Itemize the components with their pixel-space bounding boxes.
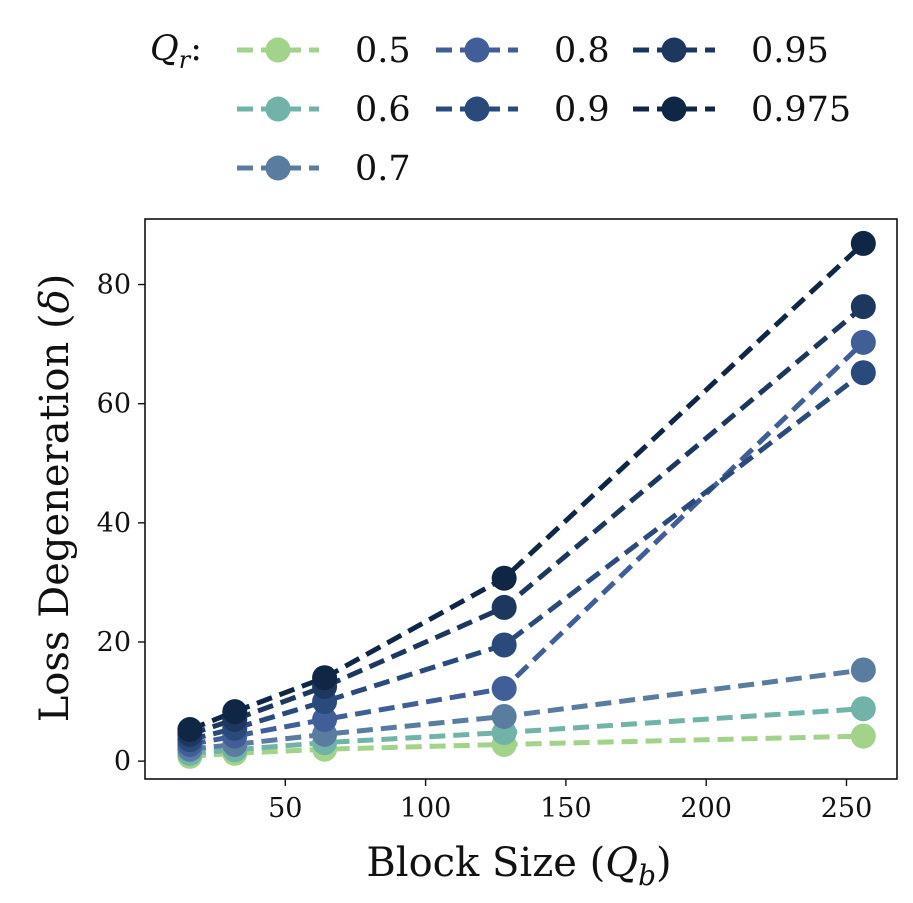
series-line-0.975 xyxy=(188,241,866,732)
legend-marker xyxy=(265,96,291,122)
legend-entry-0.9: 0.9 xyxy=(436,90,610,130)
data-point-0.7-256 xyxy=(850,657,876,683)
y-tick-label: 40 xyxy=(97,508,131,539)
legend-label: 0.6 xyxy=(355,90,411,130)
legend-marker xyxy=(265,155,291,181)
legend-marker xyxy=(661,96,687,122)
y-tick-label: 60 xyxy=(97,389,131,420)
legend-label: 0.95 xyxy=(751,31,829,71)
y-axis-title: Loss Degeneration (δ) xyxy=(32,274,78,723)
data-point-0.95-256 xyxy=(850,294,876,320)
series-line-0.9 xyxy=(189,370,865,743)
legend-entry-0.6: 0.6 xyxy=(237,90,411,130)
legend-label: 0.8 xyxy=(554,31,610,71)
legend-marker xyxy=(265,37,291,63)
legend-entry-0.7: 0.7 xyxy=(237,149,411,189)
axis-ticks: 50 100 150 200 250 0 20 40 60 80 xyxy=(97,270,873,824)
data-point-0.975-64 xyxy=(312,665,338,691)
legend: Qr: 0.5 0.6 0.7 0.8 0.9 0.95 0.975 xyxy=(150,29,851,189)
y-tick-label: 20 xyxy=(97,627,131,658)
series-line-0.95 xyxy=(189,304,865,737)
data-point-0.8-256 xyxy=(850,329,876,355)
data-point-0.9-256 xyxy=(850,360,876,386)
legend-label: 0.5 xyxy=(355,31,411,71)
x-tick-label: 50 xyxy=(268,793,302,824)
legend-title: Qr: xyxy=(150,29,202,74)
x-tick-label: 250 xyxy=(821,793,873,824)
legend-marker xyxy=(464,37,490,63)
legend-entry-0.5: 0.5 xyxy=(237,31,411,71)
data-point-0.975-256 xyxy=(850,230,876,256)
data-point-0.8-64 xyxy=(312,706,338,732)
series-lines xyxy=(188,241,866,759)
x-tick-label: 200 xyxy=(680,793,732,824)
legend-label: 0.9 xyxy=(554,90,610,130)
data-point-0.8-128 xyxy=(491,675,517,701)
data-point-0.975-32 xyxy=(222,699,248,725)
legend-label: 0.7 xyxy=(355,149,411,189)
data-point-0.9-128 xyxy=(491,632,517,658)
legend-label: 0.975 xyxy=(751,90,851,130)
data-point-0.5-256 xyxy=(850,723,876,749)
legend-entry-0.8: 0.8 xyxy=(436,31,610,71)
legend-marker xyxy=(464,96,490,122)
legend-entry-0.975: 0.975 xyxy=(633,90,851,130)
series-line-0.8 xyxy=(189,340,866,747)
data-point-0.975-16 xyxy=(177,717,203,743)
data-point-0.975-128 xyxy=(491,565,517,591)
legend-marker xyxy=(661,37,687,63)
x-tick-label: 100 xyxy=(400,793,452,824)
x-axis-title: Block Size (Qb) xyxy=(366,840,671,892)
data-point-0.7-128 xyxy=(491,703,517,729)
series-points xyxy=(177,230,876,769)
data-point-0.95-128 xyxy=(491,594,517,620)
data-point-0.6-256 xyxy=(850,696,876,722)
y-tick-label: 80 xyxy=(97,270,131,301)
legend-entry-0.95: 0.95 xyxy=(633,31,829,71)
plot-frame xyxy=(144,218,898,780)
x-tick-label: 150 xyxy=(540,793,592,824)
y-tick-label: 0 xyxy=(114,746,131,777)
